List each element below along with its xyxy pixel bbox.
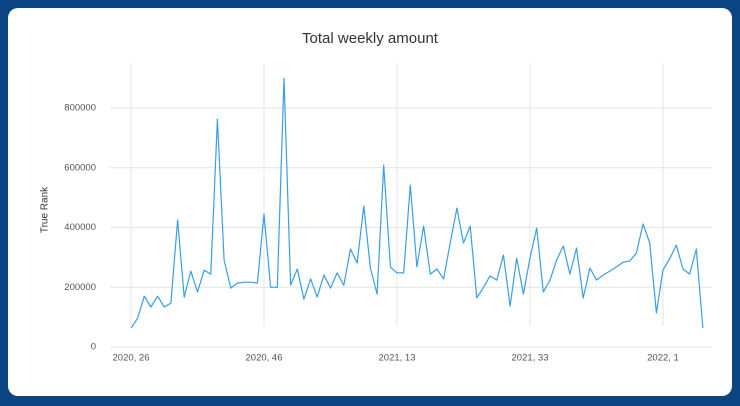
- x-tick-label: 2021, 13: [379, 353, 416, 364]
- y-tick-label: 800000: [64, 103, 96, 114]
- x-tick-label: 2021, 33: [512, 353, 549, 364]
- x-tick-label: 2022, 1: [647, 353, 679, 364]
- card: [8, 8, 732, 396]
- y-tick-label: 400000: [64, 222, 96, 233]
- y-tick-label: 0: [91, 342, 96, 353]
- chart-title: Total weekly amount: [302, 30, 439, 47]
- y-tick-label: 200000: [64, 282, 96, 293]
- x-tick-label: 2020, 46: [246, 353, 283, 364]
- y-tick-label: 600000: [64, 162, 96, 173]
- line-series: [130, 77, 704, 329]
- y-axis-label: True Rank: [40, 186, 51, 233]
- x-tick-label: 2020, 26: [113, 353, 150, 364]
